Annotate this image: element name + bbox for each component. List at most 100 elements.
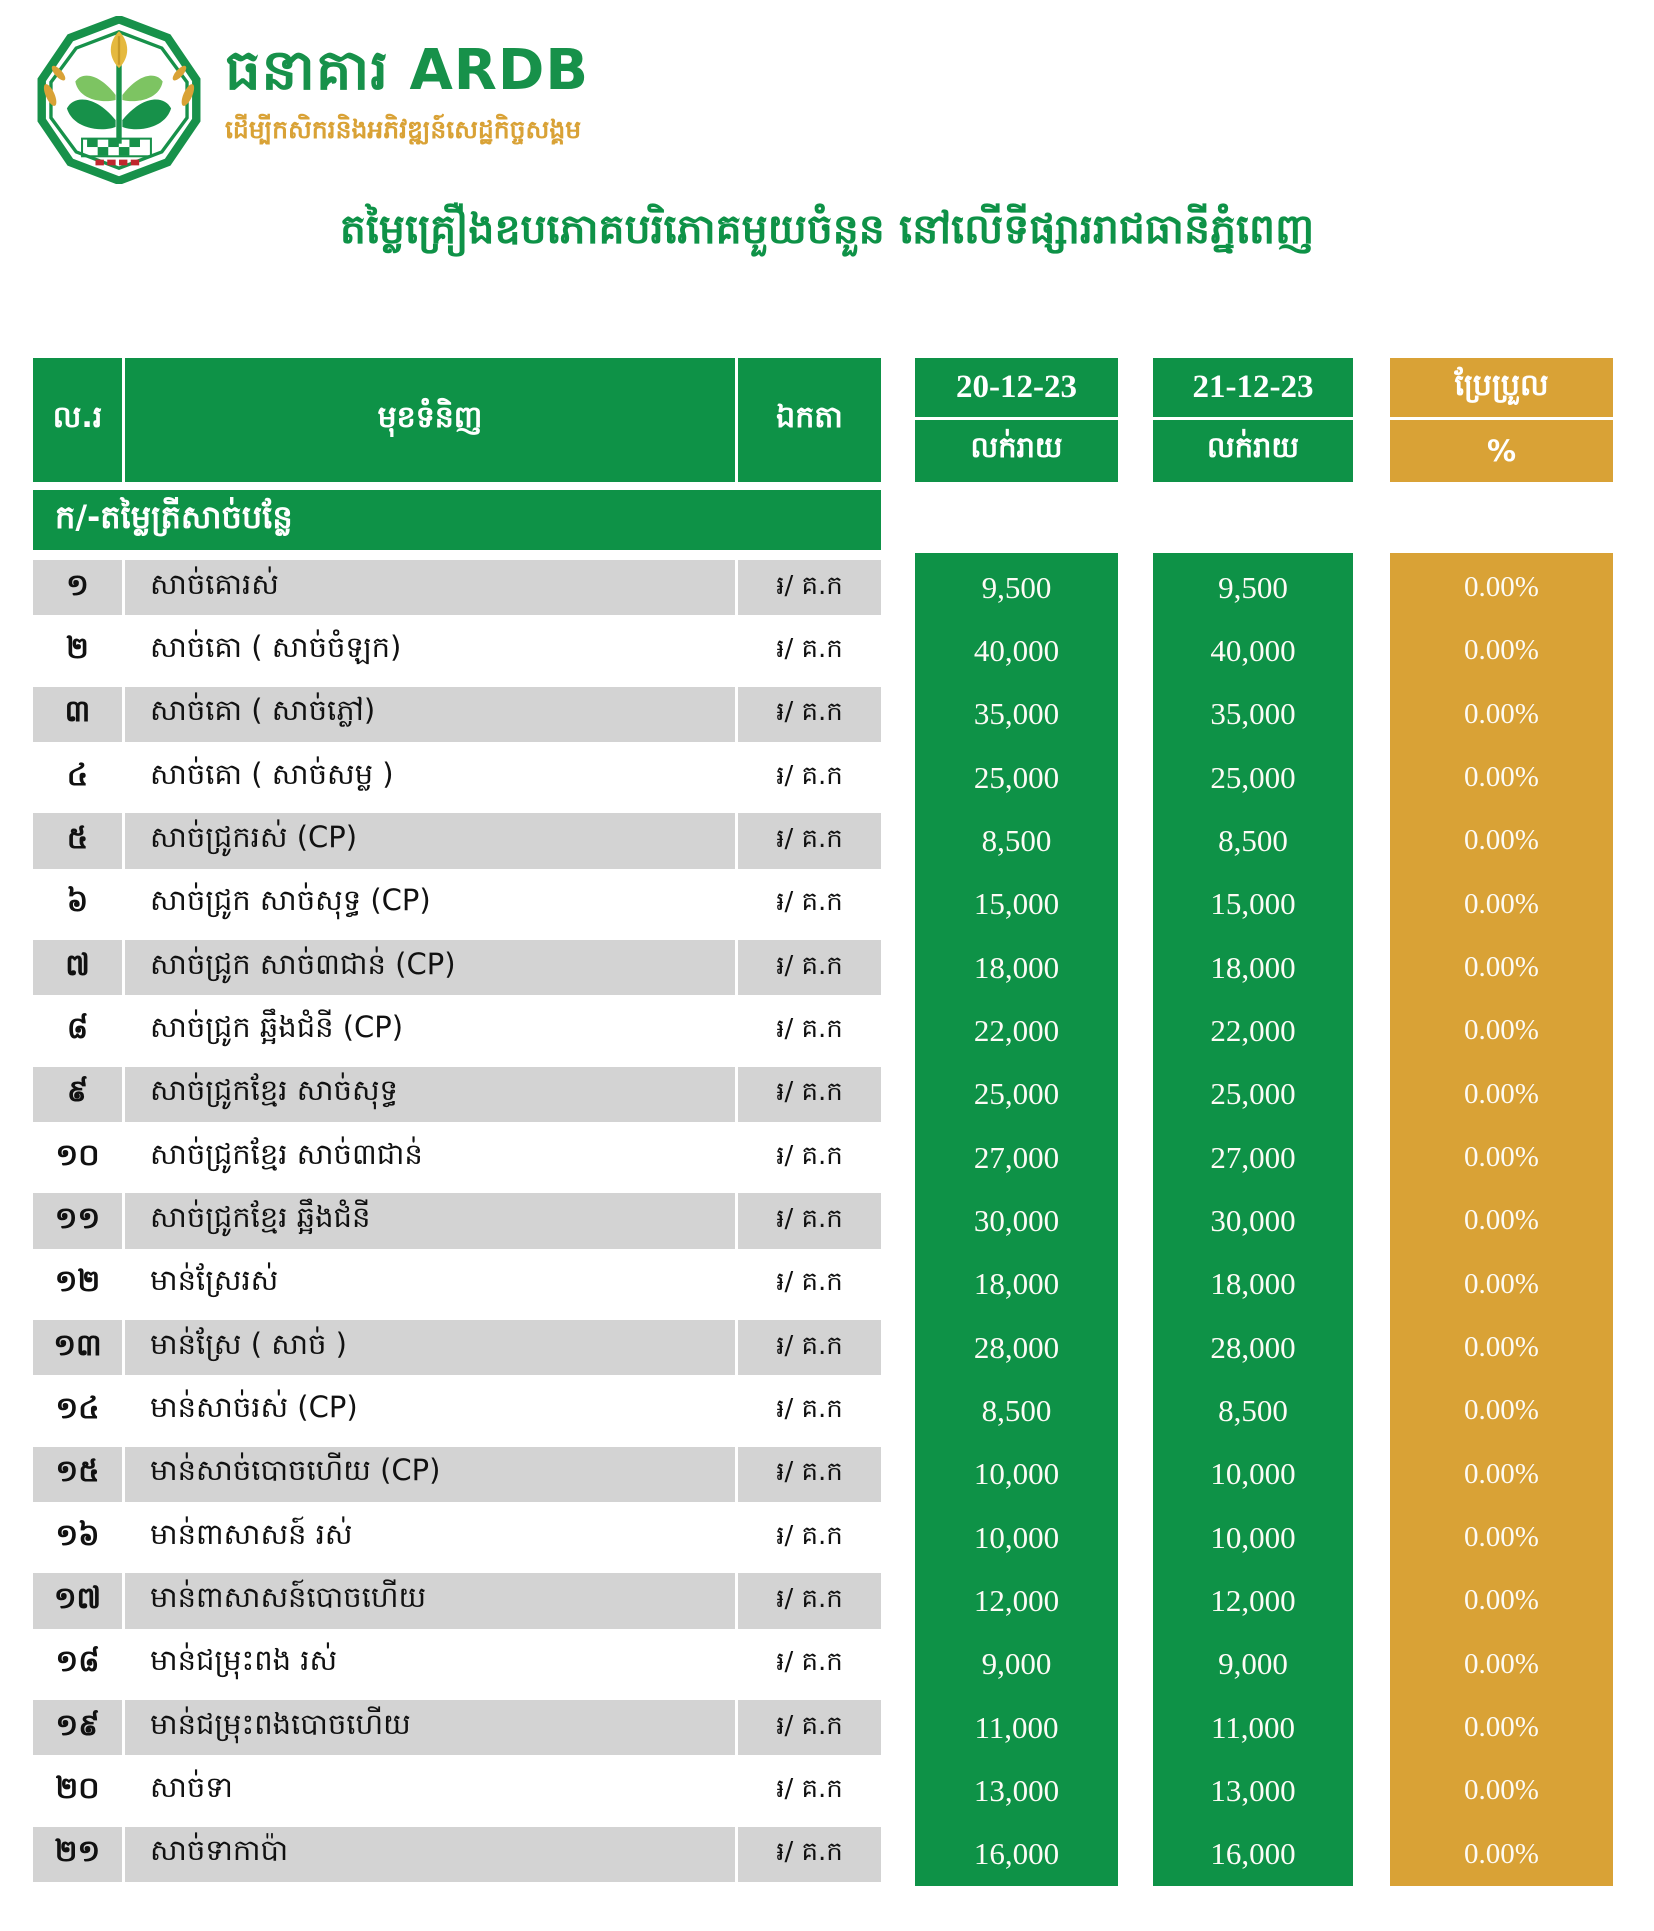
table-row-left: ២ សាច់គោ ( សាច់ចំឡក) ៛/ គ.ក bbox=[33, 619, 881, 683]
table-header: ល.រ មុខទំនិញ ឯកតា 20-12-23 លក់រាយ 21-12-… bbox=[33, 358, 1613, 482]
table-row: ៧ សាច់ជ្រូក សាច់៣ជាន់ (CP) ៛/ គ.ក 18,000… bbox=[33, 935, 1613, 1000]
table-row: ៦ សាច់ជ្រូក សាច់សុទ្ធ (CP) ៛/ គ.ក 15,000… bbox=[33, 872, 1613, 936]
row-price-date2: 13,000 bbox=[1210, 1772, 1296, 1808]
row-price-date1: 27,000 bbox=[973, 1139, 1060, 1175]
row-unit: ៛/ គ.ក bbox=[776, 1583, 843, 1614]
page-title: តម្លៃគ្រឿងឧបភោគបរិភោគមួយចំនួន នៅលើទីផ្សា… bbox=[339, 205, 1315, 253]
table-row: ១២ មាន់ស្រែរស់ ៛/ គ.ក 18,000 18,000 0.00… bbox=[33, 1252, 1613, 1316]
row-price-date2: 8,500 bbox=[1218, 1392, 1288, 1428]
date2-label: 21-12-23 bbox=[1153, 358, 1353, 420]
table-row-left: ១ សាច់គោរស់ ៛/ គ.ក bbox=[33, 556, 881, 620]
row-price-date1: 9,000 bbox=[981, 1646, 1052, 1682]
row-price-date1: 15,000 bbox=[973, 886, 1060, 922]
row-number: ១៤ bbox=[33, 1379, 125, 1443]
row-price-date1: 30,000 bbox=[973, 1202, 1060, 1238]
row-change-percent: 0.00% bbox=[1464, 1267, 1539, 1300]
logo-red-letters bbox=[95, 159, 140, 166]
date2-retail-label: លក់រាយ bbox=[1153, 420, 1353, 482]
row-change-percent: 0.00% bbox=[1464, 697, 1539, 730]
row-price-date2: 28,000 bbox=[1210, 1329, 1296, 1365]
table-row-left: ១៤ មាន់សាច់រស់ (CP) ៛/ គ.ក bbox=[33, 1379, 881, 1443]
row-item-name: មាន់សាច់រស់ (CP) bbox=[125, 1379, 738, 1443]
row-unit: ៛/ គ.ក bbox=[776, 760, 843, 791]
table-row: ១៨ មាន់ជម្រុះពង រស់ ៛/ គ.ក 9,000 9,000 0… bbox=[33, 1632, 1613, 1696]
row-price-date2: 25,000 bbox=[1210, 759, 1296, 795]
table-row: ៤ សាច់គោ ( សាច់សម្ល ) ៛/ គ.ក 25,000 25,0… bbox=[33, 745, 1613, 810]
table-row-left: ៩ សាច់ជ្រូកខ្មែរ សាច់សុទ្ធ ៛/ គ.ក bbox=[33, 1062, 881, 1126]
row-number: ១១ bbox=[33, 1193, 125, 1249]
table-row-left: ១១ សាច់ជ្រូកខ្មែរ ឆ្អឹងជំនី ៛/ គ.ក bbox=[33, 1189, 881, 1253]
row-item-name: សាច់ជ្រូកខ្មែរ សាច់សុទ្ធ bbox=[125, 1066, 738, 1122]
table-row: ៥ សាច់ជ្រូករស់ (CP) ៛/ គ.ក 8,500 8,500 0… bbox=[33, 809, 1613, 873]
table-row-left: ១៧ មាន់ពាសាសន៍បោចហើយ ៛/ គ.ក bbox=[33, 1569, 881, 1633]
row-price-date1: 9,500 bbox=[981, 569, 1052, 605]
percent-label: % bbox=[1390, 420, 1613, 482]
row-number: ១៨ bbox=[33, 1632, 125, 1696]
row-price-date2: 18,000 bbox=[1210, 949, 1296, 985]
row-item-name: សាច់ជ្រូករស់ (CP) bbox=[125, 813, 738, 869]
row-unit: ៛/ គ.ក bbox=[776, 1393, 843, 1424]
table-row: ១០ សាច់ជ្រូកខ្មែរ សាច់៣ជាន់ ៛/ គ.ក 27,00… bbox=[33, 1125, 1613, 1190]
row-item-name: សាច់ជ្រូក ឆ្អឹងជំនី (CP) bbox=[125, 999, 738, 1063]
table-row-left: ៣ សាច់គោ ( សាច់ភ្លៅ) ៛/ គ.ក bbox=[33, 682, 881, 746]
row-price-date1: 16,000 bbox=[973, 1836, 1060, 1872]
table-row: ២ សាច់គោ ( សាច់ចំឡក) ៛/ គ.ក 40,000 40,00… bbox=[33, 619, 1613, 683]
row-number: ២ bbox=[33, 619, 125, 683]
brand-header: ធនាគារ ARDB ដើម្បីកសិករនិងអភិវឌ្ឍន៍សេដ្ឋ… bbox=[35, 16, 589, 184]
row-item-name: សាច់ជ្រូកខ្មែរ សាច់៣ជាន់ bbox=[125, 1125, 738, 1190]
row-number: ២១ bbox=[33, 1826, 125, 1882]
row-number: ១ bbox=[33, 560, 125, 616]
row-item-name: មាន់ជម្រុះពងបោចហើយ bbox=[125, 1699, 738, 1756]
row-change-percent: 0.00% bbox=[1464, 824, 1539, 857]
row-price-date1: 18,000 bbox=[973, 949, 1060, 985]
row-price-date2: 11,000 bbox=[1210, 1709, 1296, 1745]
row-change-percent: 0.00% bbox=[1464, 1457, 1539, 1490]
row-change-percent: 0.00% bbox=[1464, 1584, 1539, 1617]
row-unit: ៛/ គ.ក bbox=[776, 887, 843, 918]
row-price-date2: 9,000 bbox=[1218, 1646, 1288, 1682]
column-header-date1: 20-12-23 លក់រាយ bbox=[915, 358, 1118, 482]
table-row: ២១ សាច់ទាកាប៉ា ៛/ គ.ក 16,000 16,000 0.00… bbox=[33, 1822, 1613, 1886]
row-price-date2: 10,000 bbox=[1210, 1519, 1296, 1555]
row-item-name: សាច់គោ ( សាច់សម្ល ) bbox=[125, 745, 738, 810]
row-unit: ៛/ គ.ក bbox=[776, 1140, 843, 1171]
table-row-left: ១៩ មាន់ជម្រុះពងបោចហើយ ៛/ គ.ក bbox=[33, 1695, 881, 1760]
brand-text-block: ធនាគារ ARDB ដើម្បីកសិករនិងអភិវឌ្ឍន៍សេដ្ឋ… bbox=[225, 16, 589, 151]
column-header-date2: 21-12-23 លក់រាយ bbox=[1153, 358, 1353, 482]
row-change-percent: 0.00% bbox=[1464, 951, 1539, 984]
row-item-name: សាច់គោ ( សាច់ភ្លៅ) bbox=[125, 686, 738, 742]
table-row-left: ២០ សាច់ទា ៛/ គ.ក bbox=[33, 1759, 881, 1823]
row-change-percent: 0.00% bbox=[1464, 1774, 1539, 1807]
row-change-percent: 0.00% bbox=[1464, 761, 1539, 794]
row-unit: ៛/ គ.ក bbox=[776, 1330, 843, 1361]
table-row-left: ១២ មាន់ស្រែរស់ ៛/ គ.ក bbox=[33, 1252, 881, 1316]
price-table: ល.រ មុខទំនិញ ឯកតា 20-12-23 លក់រាយ 21-12-… bbox=[33, 358, 1613, 1886]
row-unit: ៛/ គ.ក bbox=[776, 1520, 843, 1551]
row-unit: ៛/ គ.ក bbox=[776, 570, 843, 601]
table-header-left-block: ល.រ មុខទំនិញ ឯកតា bbox=[33, 358, 881, 482]
row-change-percent: 0.00% bbox=[1464, 1711, 1539, 1744]
table-row-left: ៨ សាច់ជ្រូក ឆ្អឹងជំនី (CP) ៛/ គ.ក bbox=[33, 999, 881, 1063]
section-header-meat-vegetable: ក/-តម្លៃត្រីសាច់បន្លែ bbox=[33, 490, 881, 550]
column-header-change: ប្រែប្រួល % bbox=[1390, 358, 1613, 482]
row-unit: ៛/ គ.ក bbox=[776, 1710, 843, 1741]
row-change-percent: 0.00% bbox=[1464, 1331, 1539, 1364]
row-price-date1: 40,000 bbox=[973, 632, 1060, 668]
row-price-date1: 35,000 bbox=[973, 696, 1060, 732]
row-unit: ៛/ គ.ក bbox=[776, 1013, 843, 1044]
table-row-left: ៤ សាច់គោ ( សាច់សម្ល ) ៛/ គ.ក bbox=[33, 745, 881, 810]
row-item-name: មាន់ពាសាសន៍ រស់ bbox=[125, 1505, 738, 1570]
row-unit: ៛/ គ.ក bbox=[776, 697, 843, 728]
row-unit: ៛/ គ.ក bbox=[776, 1203, 843, 1234]
table-row-left: ១៨ មាន់ជម្រុះពង រស់ ៛/ គ.ក bbox=[33, 1632, 881, 1696]
row-price-date2: 18,000 bbox=[1210, 1266, 1296, 1302]
row-unit: ៛/ គ.ក bbox=[776, 1837, 843, 1868]
date1-price-band bbox=[915, 553, 1118, 1886]
row-change-percent: 0.00% bbox=[1464, 1204, 1539, 1237]
row-unit: ៛/ គ.ក bbox=[776, 633, 843, 664]
table-row-left: ៥ សាច់ជ្រូករស់ (CP) ៛/ គ.ក bbox=[33, 809, 881, 873]
ardb-logo-icon bbox=[37, 16, 201, 184]
table-row: ១៧ មាន់ពាសាសន៍បោចហើយ ៛/ គ.ក 12,000 12,00… bbox=[33, 1569, 1613, 1633]
row-price-date1: 12,000 bbox=[973, 1582, 1060, 1618]
